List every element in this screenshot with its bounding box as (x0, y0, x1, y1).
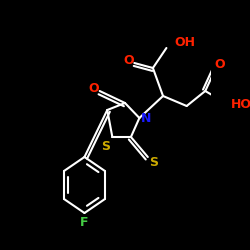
Text: OH: OH (175, 36, 196, 50)
Text: O: O (214, 58, 225, 70)
Text: O: O (123, 54, 134, 66)
Text: F: F (80, 216, 89, 230)
Text: N: N (141, 112, 151, 124)
Text: HO: HO (230, 98, 250, 110)
Text: S: S (149, 156, 158, 168)
Text: S: S (101, 140, 110, 153)
Text: O: O (88, 82, 99, 94)
